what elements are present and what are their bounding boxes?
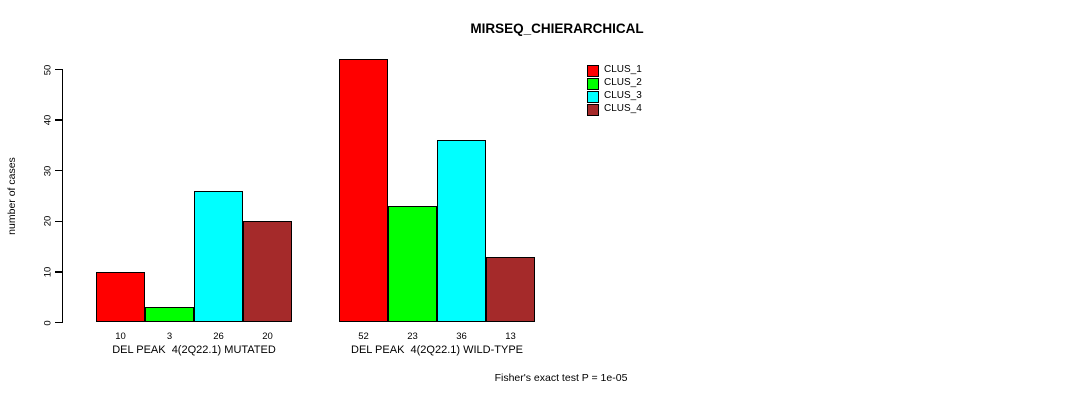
bar-value-label: 10 [115,331,126,342]
legend-label: CLUS_2 [604,77,642,88]
legend-swatch [587,90,599,103]
y-tick [55,119,62,121]
legend-label: CLUS_3 [604,90,642,101]
bar-value-label: 52 [358,331,369,342]
bar [339,59,388,323]
y-tick [55,170,62,172]
x-group-label: DEL PEAK 4(2Q22.1) MUTATED [112,344,276,356]
y-tick [55,321,62,324]
legend-label: CLUS_4 [604,103,642,114]
y-tick-label: 30 [42,165,54,176]
y-tick-label: 50 [42,64,54,75]
y-tick-label: 20 [42,216,54,227]
bar [96,271,145,323]
bar-value-label: 3 [166,331,173,342]
y-tick-label: 40 [42,114,54,126]
bar-value-label: 23 [407,331,418,342]
legend-swatch [587,103,599,116]
x-group-label: DEL PEAK 4(2Q22.1) WILD-TYPE [351,344,523,356]
y-tick-label: 0 [42,319,54,326]
bar-value-label: 13 [505,331,516,342]
legend-swatch [587,77,599,90]
bar [145,307,194,323]
bar [486,256,535,323]
y-tick [55,220,62,222]
bar-value-label: 26 [213,331,224,342]
y-tick-label: 10 [42,266,54,278]
legend-label: CLUS_1 [604,64,642,75]
y-tick [55,68,62,71]
y-axis-line [61,69,63,323]
bar [388,206,437,323]
footer-annotation: Fisher's exact test P = 1e-05 [494,372,628,384]
y-tick [55,271,62,273]
bar [243,221,292,323]
bar [437,140,486,323]
legend-swatch [587,64,599,77]
y-axis-title: number of cases [6,157,18,235]
bar-value-label: 36 [456,331,467,342]
bar-value-label: 20 [262,331,273,342]
bar [194,190,243,323]
chart-title: MIRSEQ_CHIERARCHICAL [470,21,644,36]
